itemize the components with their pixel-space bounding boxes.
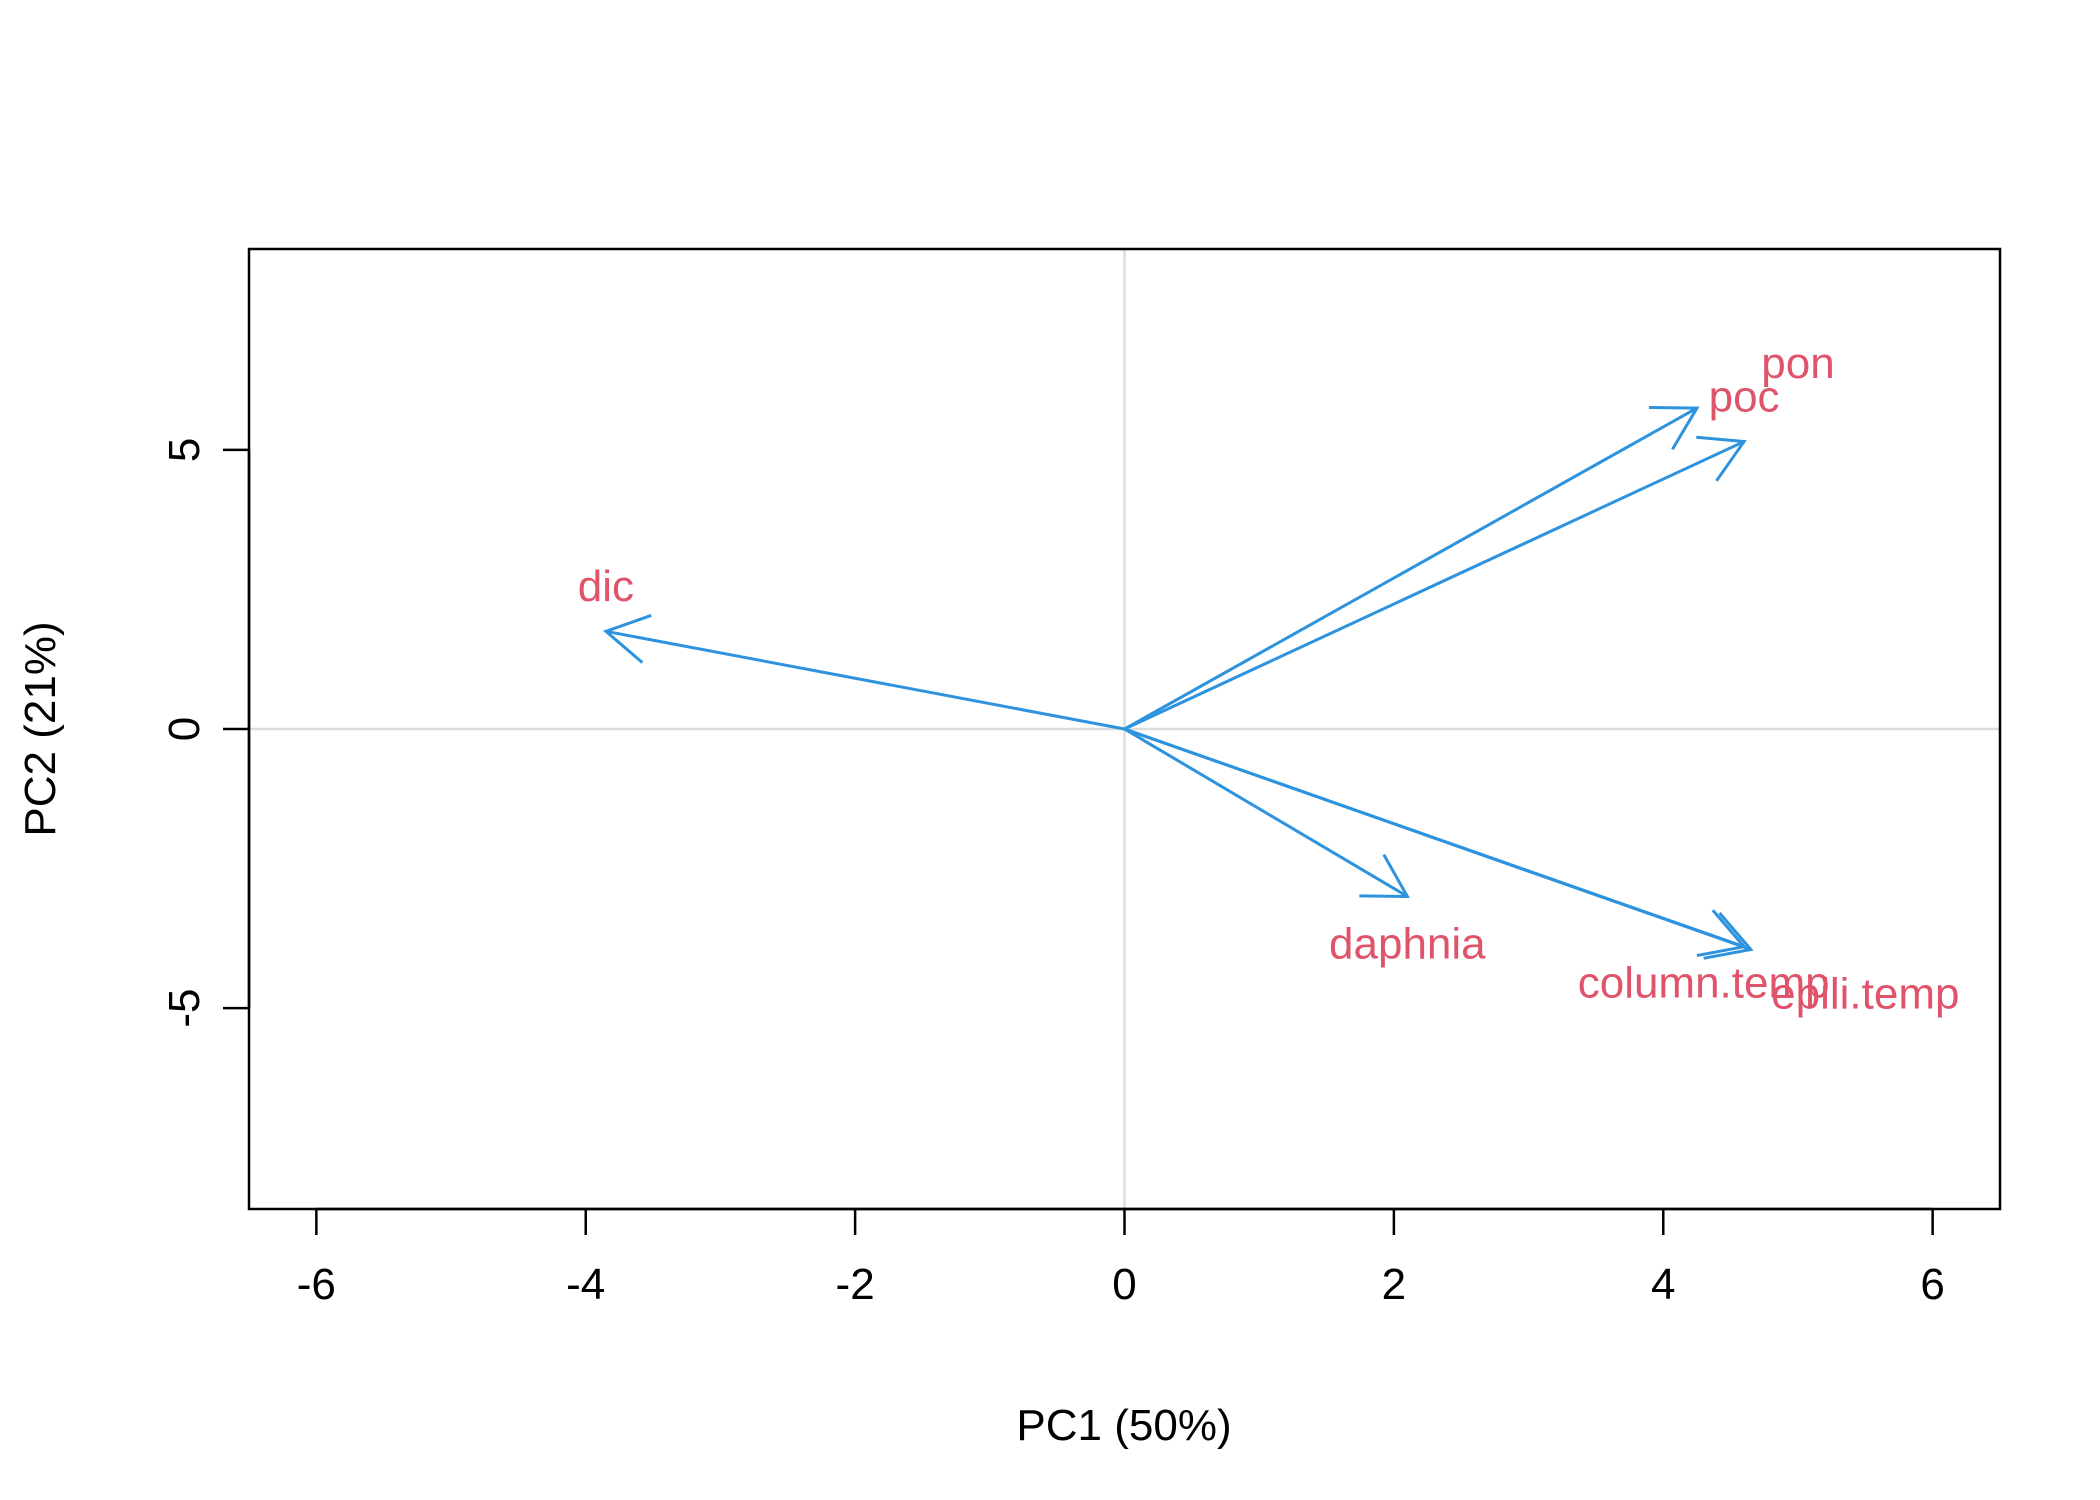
x-tick-label: 2 xyxy=(1382,1260,1406,1309)
x-tick-label: 6 xyxy=(1920,1260,1944,1309)
arrow-shaft xyxy=(1123,727,1409,898)
y-axis-title: PC2 (21%) xyxy=(16,621,65,836)
x-axis-title: PC1 (50%) xyxy=(1016,1401,1231,1450)
x-tick-label: 4 xyxy=(1651,1260,1675,1309)
variable-label-epili-temp: epili.temp xyxy=(1771,970,1959,1019)
loading-arrow-daphnia xyxy=(1123,727,1410,898)
arrow-shaft xyxy=(1124,727,1752,951)
x-tick-label: -6 xyxy=(297,1260,336,1309)
x-axis: -6 -4 -2 0 2 4 6 xyxy=(297,1207,1945,1309)
loading-arrow-dic xyxy=(602,614,1125,731)
loading-arrow-poc xyxy=(1123,405,1700,731)
loading-arrow-epili-temp xyxy=(1124,727,1754,960)
y-tick-label: 0 xyxy=(160,717,209,741)
y-tick-label: -5 xyxy=(160,989,209,1028)
arrow-shaft xyxy=(605,629,1125,731)
y-tick-label: 5 xyxy=(160,438,209,462)
arrow-shaft xyxy=(1123,406,1698,731)
variable-label-poc: poc xyxy=(1709,372,1780,421)
arrow-head xyxy=(1648,405,1700,451)
y-axis: -5 0 5 xyxy=(160,438,251,1028)
arrow-head xyxy=(1359,853,1410,898)
arrow-head xyxy=(1696,435,1747,482)
variable-label-daphnia: daphnia xyxy=(1329,919,1486,968)
variable-label-dic: dic xyxy=(578,562,634,611)
x-tick-label: -4 xyxy=(566,1260,605,1309)
loading-arrow-pon xyxy=(1123,435,1747,731)
arrow-head xyxy=(1703,912,1754,960)
loading-arrows xyxy=(602,405,1754,960)
x-tick-label: -2 xyxy=(836,1260,875,1309)
arrow-head xyxy=(602,614,652,664)
variable-label-column-temp: column.temp xyxy=(1578,958,1830,1007)
x-tick-label: 0 xyxy=(1112,1260,1136,1309)
arrow-shaft xyxy=(1123,440,1745,731)
variable-label-pon: pon xyxy=(1761,339,1834,388)
